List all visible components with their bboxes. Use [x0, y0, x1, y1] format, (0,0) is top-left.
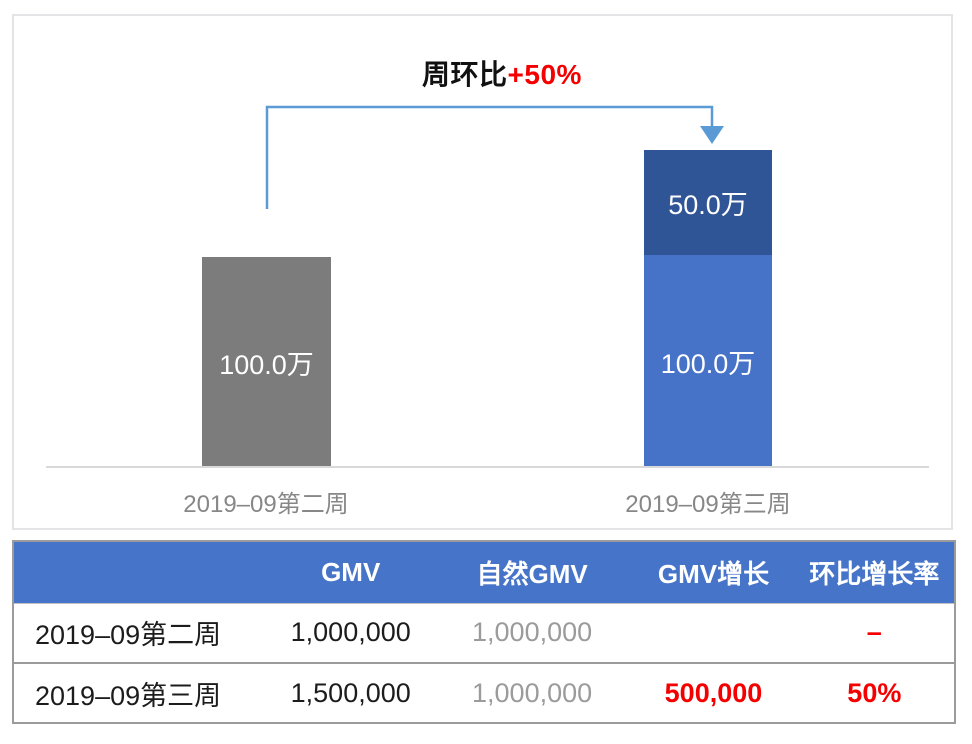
gmv-week-chart: 周环比+50% 100.0万 50.0万 100.0万 2019–09第二周 2…	[12, 14, 953, 530]
week2-wow-growth-rate: –	[866, 617, 882, 648]
week3-wow-growth-rate: 50%	[847, 677, 902, 708]
week3-organic-gmv: 1,000,000	[472, 677, 593, 708]
header-gmv-growth: GMV增长	[632, 541, 795, 604]
table-header-row: GMV 自然GMV GMV增长 环比增长率	[13, 541, 955, 604]
gmv-summary-table: GMV 自然GMV GMV增长 环比增长率 2019–09第二周 1,000,0…	[12, 540, 956, 724]
bar-week3-base-label: 100.0万	[660, 348, 756, 379]
x-tick-week2: 2019–09第二周	[183, 491, 349, 518]
wow-annotation: 周环比+50%	[422, 53, 582, 93]
bar-week3-growth-label: 50.0万	[668, 190, 748, 220]
bar-week3-base-segment: 100.0万	[644, 255, 772, 467]
week3-gmv-growth: 500,000	[664, 677, 763, 708]
bar-week2-gmv: 100.0万	[202, 257, 331, 467]
table-row-week3: 2019–09第三周 1,500,000 1,000,000 500,000 5…	[13, 663, 955, 723]
header-gmv: GMV	[269, 541, 432, 604]
week2-gmv: 1,000,000	[290, 617, 411, 648]
comparison-arrow	[265, 105, 724, 209]
wow-annotation-delta: +50%	[507, 59, 582, 90]
wow-annotation-label: 周环比	[422, 59, 508, 90]
week3-label: 2019–09第三周	[35, 680, 222, 711]
bar-week2-value-label: 100.0万	[219, 349, 314, 380]
header-wow-growth-rate: 环比增长率	[794, 541, 955, 604]
header-row-label	[13, 541, 270, 604]
x-axis-line	[46, 466, 929, 468]
table-row-week2: 2019–09第二周 1,000,000 1,000,000 –	[13, 603, 955, 663]
week3-gmv: 1,500,000	[290, 677, 411, 708]
x-tick-week3: 2019–09第三周	[625, 491, 791, 518]
header-organic-gmv: 自然GMV	[431, 541, 633, 604]
bar-week3-growth-segment: 50.0万	[644, 150, 772, 255]
week2-gmv-growth	[632, 603, 794, 663]
week2-organic-gmv: 1,000,000	[472, 617, 593, 648]
week2-label: 2019–09第二周	[35, 620, 222, 651]
